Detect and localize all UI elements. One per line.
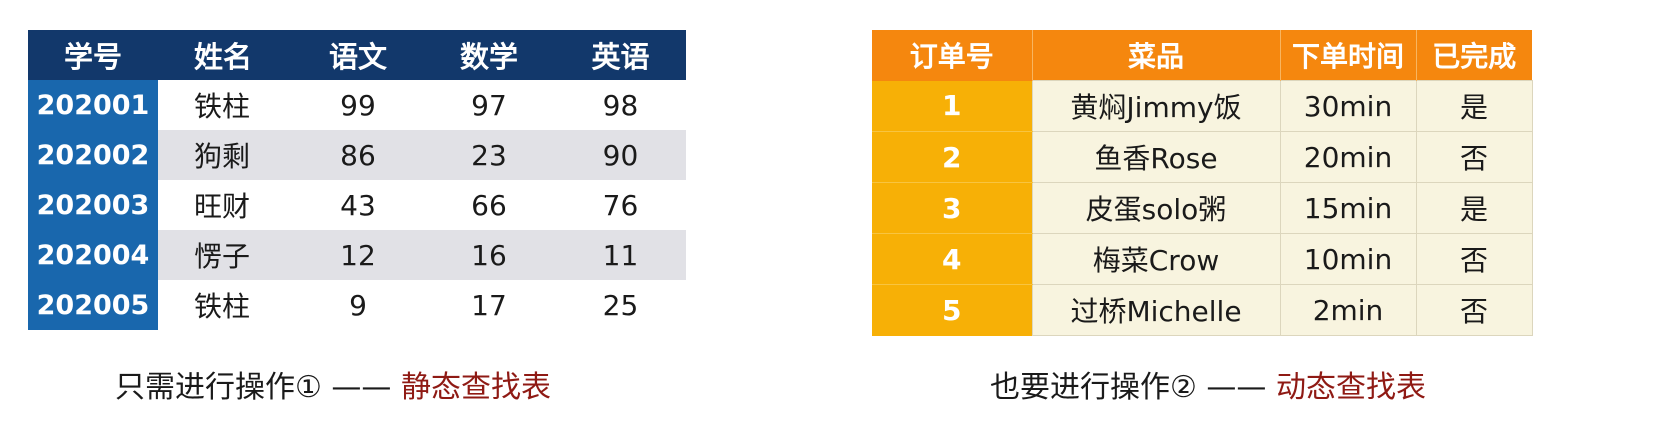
completed-cell: 是 — [1415, 80, 1533, 132]
header-english: 英语 — [555, 30, 686, 80]
static-lookup-table: 学号 姓名 语文 数学 英语 202001 铁柱 99 97 98 202002… — [28, 30, 686, 330]
table-row: 202003 旺财 43 66 76 — [28, 180, 686, 230]
dish-cell: 皮蛋solo粥 — [1031, 182, 1281, 234]
dish-cell: 鱼香Rose — [1031, 131, 1281, 183]
order-id-cell: 3 — [872, 182, 1032, 234]
caption-operation-text: 也要进行操作② —— — [990, 370, 1276, 405]
order-time-cell: 10min — [1279, 233, 1417, 285]
student-id-cell: 202002 — [28, 130, 158, 180]
dish-cell: 过桥Michelle — [1031, 284, 1281, 336]
order-id-cell: 4 — [872, 233, 1032, 285]
english-score-cell: 98 — [555, 80, 686, 130]
dynamic-table-caption: 也要进行操作② —— 动态查找表 — [990, 362, 1426, 406]
order-time-cell: 20min — [1279, 131, 1417, 183]
student-id-cell: 202004 — [28, 230, 158, 280]
caption-dynamic-lookup-label: 动态查找表 — [1275, 370, 1426, 405]
table-row: 2 鱼香Rose 20min 否 — [872, 131, 1533, 183]
header-completed: 已完成 — [1416, 30, 1532, 81]
chinese-score-cell: 86 — [293, 130, 423, 180]
completed-cell: 否 — [1415, 233, 1533, 285]
order-time-cell: 30min — [1279, 80, 1417, 132]
student-id-cell: 202001 — [28, 80, 158, 130]
order-time-cell: 15min — [1279, 182, 1417, 234]
table-row: 5 过桥Michelle 2min 否 — [872, 284, 1533, 336]
math-score-cell: 23 — [423, 130, 555, 180]
caption-operation-text: 只需进行操作① —— — [115, 370, 401, 405]
table-row: 4 梅菜Crow 10min 否 — [872, 233, 1533, 285]
math-score-cell: 97 — [423, 80, 555, 130]
chinese-score-cell: 9 — [293, 280, 423, 330]
student-name-cell: 旺财 — [158, 180, 293, 230]
dish-cell: 黄焖Jimmy饭 — [1031, 80, 1281, 132]
order-id-cell: 1 — [872, 80, 1032, 132]
order-time-cell: 2min — [1279, 284, 1417, 336]
student-id-cell: 202005 — [28, 280, 158, 330]
student-name-cell: 狗剩 — [158, 130, 293, 180]
order-id-cell: 2 — [872, 131, 1032, 183]
completed-cell: 是 — [1415, 182, 1533, 234]
table-row: 1 黄焖Jimmy饭 30min 是 — [872, 80, 1533, 132]
static-table-header-row: 学号 姓名 语文 数学 英语 — [28, 30, 686, 80]
header-name: 姓名 — [158, 30, 293, 80]
table-row: 3 皮蛋solo粥 15min 是 — [872, 182, 1533, 234]
english-score-cell: 25 — [555, 280, 686, 330]
table-row: 202002 狗剩 86 23 90 — [28, 130, 686, 180]
static-table-caption: 只需进行操作① —— 静态查找表 — [115, 362, 551, 406]
header-math: 数学 — [423, 30, 555, 80]
english-score-cell: 90 — [555, 130, 686, 180]
student-name-cell: 铁柱 — [158, 280, 293, 330]
student-name-cell: 愣子 — [158, 230, 293, 280]
dynamic-table-header-row: 订单号 菜品 下单时间 已完成 — [872, 30, 1532, 81]
header-student-id: 学号 — [28, 30, 158, 80]
completed-cell: 否 — [1415, 284, 1533, 336]
student-name-cell: 铁柱 — [158, 80, 293, 130]
math-score-cell: 16 — [423, 230, 555, 280]
table-row: 202005 铁柱 9 17 25 — [28, 280, 686, 330]
student-id-cell: 202003 — [28, 180, 158, 230]
header-dish: 菜品 — [1032, 30, 1281, 81]
completed-cell: 否 — [1415, 131, 1533, 183]
chinese-score-cell: 43 — [293, 180, 423, 230]
english-score-cell: 11 — [555, 230, 686, 280]
header-order-time: 下单时间 — [1280, 30, 1417, 81]
english-score-cell: 76 — [555, 180, 686, 230]
chinese-score-cell: 12 — [293, 230, 423, 280]
math-score-cell: 17 — [423, 280, 555, 330]
caption-static-lookup-label: 静态查找表 — [400, 370, 551, 405]
table-row: 202004 愣子 12 16 11 — [28, 230, 686, 280]
dish-cell: 梅菜Crow — [1031, 233, 1281, 285]
math-score-cell: 66 — [423, 180, 555, 230]
header-order-id: 订单号 — [872, 30, 1033, 81]
dynamic-lookup-table: 订单号 菜品 下单时间 已完成 1 黄焖Jimmy饭 30min 是 2 鱼香R… — [872, 30, 1533, 336]
header-chinese: 语文 — [293, 30, 423, 80]
chinese-score-cell: 99 — [293, 80, 423, 130]
table-row: 202001 铁柱 99 97 98 — [28, 80, 686, 130]
order-id-cell: 5 — [872, 284, 1032, 336]
